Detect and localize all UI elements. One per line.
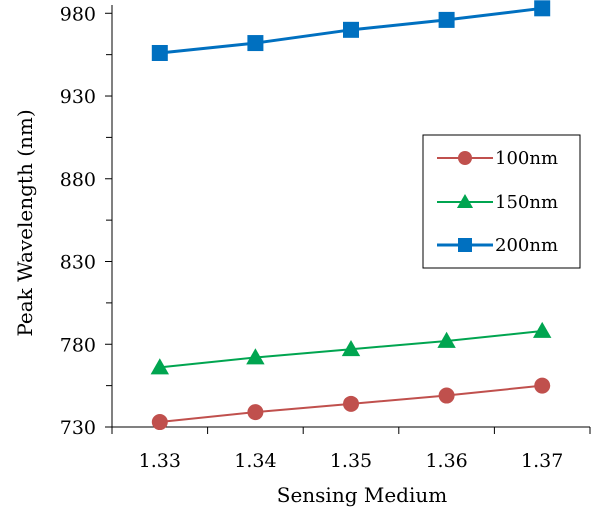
legend-marker-200nm bbox=[458, 238, 472, 252]
x-tick-label: 1.36 bbox=[425, 450, 467, 472]
y-tick-label: 830 bbox=[60, 252, 96, 274]
y-tick-label: 930 bbox=[60, 86, 96, 108]
data-point-100nm bbox=[151, 414, 168, 431]
legend-marker-150nm bbox=[456, 193, 474, 209]
data-point-150nm bbox=[437, 331, 456, 348]
data-point-150nm bbox=[150, 358, 169, 375]
legend: 100nm 150nm 200nm bbox=[422, 134, 581, 269]
y-tick-label: 880 bbox=[60, 169, 96, 191]
x-tick-label: 1.34 bbox=[234, 450, 276, 472]
data-point-200nm bbox=[343, 21, 359, 38]
data-point-100nm bbox=[343, 395, 359, 412]
x-tick-label: 1.33 bbox=[139, 450, 181, 472]
series-100nm bbox=[151, 377, 551, 431]
y-axis-title: Peak Wavelength (nm) bbox=[13, 109, 37, 336]
data-point-100nm bbox=[438, 387, 455, 404]
y-tick-label: 980 bbox=[60, 3, 96, 25]
legend-label: 100nm bbox=[495, 148, 558, 169]
data-point-100nm bbox=[534, 377, 551, 394]
data-point-200nm bbox=[438, 11, 455, 28]
data-point-200nm bbox=[247, 35, 264, 52]
y-tick-label: 780 bbox=[60, 334, 96, 356]
series-200nm bbox=[151, 0, 551, 61]
y-tick-label: 730 bbox=[60, 417, 96, 439]
x-tick-label: 1.37 bbox=[521, 450, 563, 472]
data-point-200nm bbox=[151, 44, 168, 61]
series-layer bbox=[150, 0, 552, 431]
data-point-100nm bbox=[247, 404, 264, 421]
ticks-layer: 730 780 830 880 930 980 1.33 1.34 1.35 1.36 1.37 bbox=[60, 3, 591, 472]
data-point-150nm bbox=[246, 348, 265, 365]
data-point-200nm bbox=[534, 0, 551, 17]
series-150nm bbox=[150, 321, 552, 375]
x-axis-title: Sensing Medium bbox=[277, 483, 448, 507]
plot-area bbox=[111, 5, 590, 428]
x-tick-label: 1.35 bbox=[330, 450, 372, 472]
legend-label: 150nm bbox=[495, 192, 558, 213]
legend-label: 200nm bbox=[495, 235, 558, 256]
legend-marker-100nm bbox=[458, 151, 472, 165]
data-point-150nm bbox=[341, 340, 361, 357]
data-point-150nm bbox=[533, 321, 552, 338]
